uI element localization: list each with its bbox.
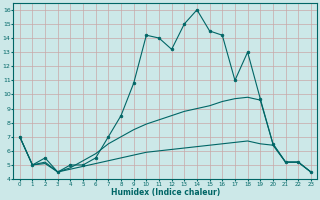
X-axis label: Humidex (Indice chaleur): Humidex (Indice chaleur) <box>111 188 220 197</box>
